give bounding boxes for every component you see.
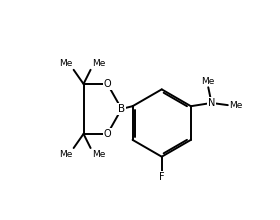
Text: O: O	[104, 129, 111, 139]
Text: Me: Me	[229, 101, 242, 110]
Text: Me: Me	[92, 59, 105, 68]
Text: F: F	[159, 172, 165, 182]
Text: B: B	[118, 104, 125, 114]
Text: O: O	[104, 79, 111, 89]
Text: Me: Me	[59, 150, 73, 159]
Text: Me: Me	[59, 59, 73, 68]
Text: Me: Me	[202, 77, 215, 86]
Text: N: N	[208, 98, 215, 108]
Text: Me: Me	[92, 150, 105, 159]
